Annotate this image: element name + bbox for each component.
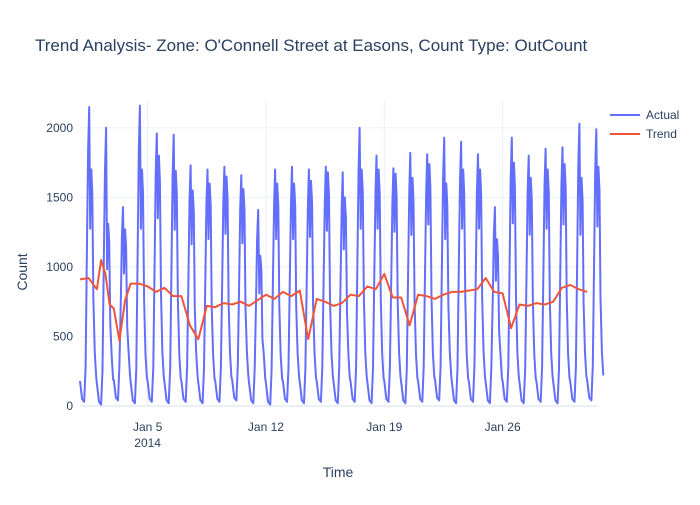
legend-label-trend: Trend <box>646 127 677 141</box>
x-tick-label: Jan 12 <box>248 420 284 434</box>
series-actual-line <box>79 104 605 406</box>
legend-label-actual: Actual <box>646 108 679 122</box>
x-axis-title: Time <box>323 464 354 480</box>
chart-title: Trend Analysis- Zone: O'Connell Street a… <box>35 36 588 55</box>
legend: Actual Trend <box>610 108 679 141</box>
x-tick-label: Jan 5 <box>133 420 163 434</box>
y-tick-label: 0 <box>66 399 73 413</box>
y-axis-title: Count <box>14 253 30 290</box>
y-tick-label: 1500 <box>46 190 73 204</box>
y-tick-label: 1000 <box>46 260 73 274</box>
x-tick-label: Jan 19 <box>366 420 402 434</box>
x-tick-label: Jan 26 <box>485 420 521 434</box>
axes: 0 500 1000 1500 2000 Jan 5 2014 Jan 12 Jan 19 Jan… <box>46 121 521 450</box>
series-trend-line <box>79 259 588 342</box>
y-tick-label: 2000 <box>46 121 73 135</box>
series-group <box>79 104 605 406</box>
y-tick-label: 500 <box>53 329 73 343</box>
x-tick-sublabel: 2014 <box>134 436 161 450</box>
gridlines <box>80 100 597 407</box>
